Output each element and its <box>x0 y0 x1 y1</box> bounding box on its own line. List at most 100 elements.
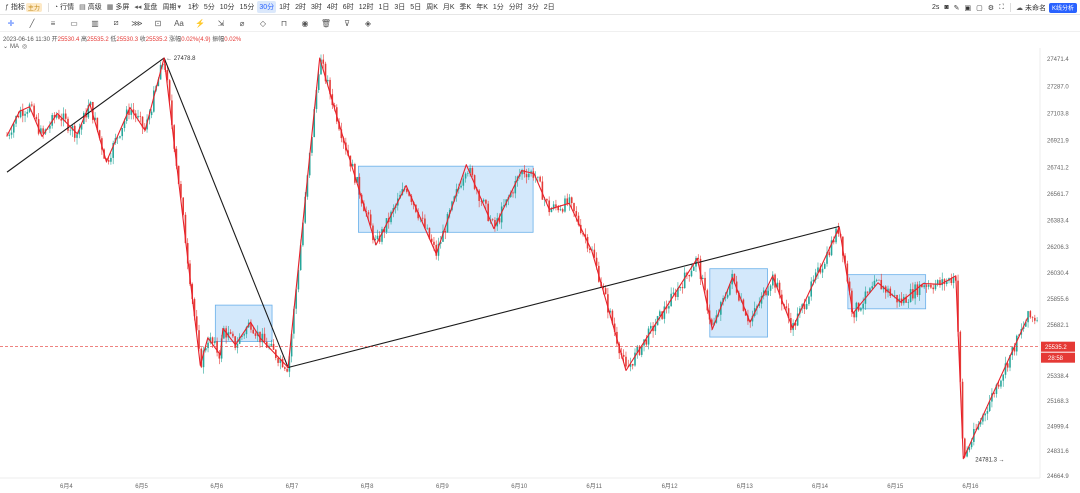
period-button[interactable]: 周期 ▾ <box>160 1 185 13</box>
period-14[interactable]: 周K <box>426 4 438 11</box>
kline-analysis-button[interactable]: K线分析 <box>1048 2 1077 13</box>
save-icon[interactable]: ▣ <box>964 4 972 12</box>
period-4[interactable]: 30分 <box>257 1 277 13</box>
candle-body <box>207 342 209 349</box>
period-9[interactable]: 6时 <box>342 4 354 11</box>
x-tick-label: 6月4 <box>60 483 73 490</box>
candle-body <box>914 284 916 299</box>
replay-button[interactable]: ◂◂ 复盘 <box>132 1 159 13</box>
candle-body <box>462 178 465 186</box>
eraser-icon[interactable]: ◇ <box>259 18 267 28</box>
multi-screen-icon: ▦ <box>106 4 114 11</box>
candle-body <box>177 165 180 184</box>
period-10[interactable]: 12时 <box>358 4 374 11</box>
period-12[interactable]: 3日 <box>394 4 406 11</box>
filter-icon[interactable]: ⊽ <box>344 18 350 28</box>
candle-body <box>198 330 200 349</box>
horizontal-line-icon[interactable]: ≡ <box>50 18 56 28</box>
period-21[interactable]: 2日 <box>543 4 555 11</box>
candle-body <box>139 115 142 117</box>
period-0[interactable]: 1秒 <box>187 4 199 11</box>
period-16[interactable]: 季K <box>459 4 472 11</box>
period-7[interactable]: 3时 <box>310 4 322 11</box>
candle-body <box>322 59 325 64</box>
candle-body <box>677 288 679 298</box>
period-2[interactable]: 10分 <box>219 4 235 11</box>
camera-icon[interactable]: ◙ <box>944 4 949 11</box>
period-20[interactable]: 3分 <box>527 4 539 11</box>
indicator-button[interactable]: ƒ 指标 主力 <box>3 1 44 13</box>
interval-label[interactable]: 2s <box>932 4 940 11</box>
eye-icon[interactable]: ◎ <box>22 44 28 50</box>
multi-screen-button[interactable]: ▦ 多屏 <box>105 1 132 13</box>
edit-icon[interactable]: ✎ <box>953 4 960 12</box>
candle-body <box>430 238 433 242</box>
candle-body <box>218 352 221 359</box>
crosshair-icon[interactable]: ✛ <box>7 18 15 28</box>
layers-icon[interactable]: ◈ <box>364 18 372 28</box>
text-icon[interactable]: Aa <box>174 18 184 28</box>
measure-icon[interactable]: ⇲ <box>217 18 225 28</box>
settings-icon[interactable]: ⚙ <box>987 4 995 12</box>
candle-body <box>650 325 652 329</box>
trendline-2 <box>287 225 840 369</box>
candle-body <box>860 308 862 311</box>
period-1[interactable]: 5分 <box>203 4 215 11</box>
candle-body <box>909 289 912 303</box>
candle-body <box>604 288 607 295</box>
candle-body <box>830 240 833 256</box>
period-8[interactable]: 4时 <box>326 4 338 11</box>
chat-button[interactable]: ◔ 行情 <box>52 1 76 13</box>
rectangle-icon[interactable]: ▭ <box>70 18 78 28</box>
period-15[interactable]: 月K <box>442 4 455 11</box>
countdown-label: 28:58 <box>1048 356 1064 362</box>
cloud-button[interactable]: ☁ 未命名 <box>1014 2 1048 14</box>
trash-icon[interactable]: 🗑 <box>320 18 332 28</box>
ohlc-legend: 2023-06-16 11:30 开25530.4 高25535.2 低2553… <box>3 34 241 43</box>
candle-body <box>351 164 354 167</box>
period-19[interactable]: 分时 <box>508 4 523 11</box>
period-6[interactable]: 2时 <box>295 4 306 11</box>
magnet-icon[interactable]: ⌀ <box>239 18 245 28</box>
fib-icon[interactable]: ⋙ <box>131 18 143 28</box>
period-3[interactable]: 15分 <box>239 4 255 11</box>
ma-indicator-row[interactable]: ⌄ MA ◎ <box>3 43 28 51</box>
candle-body <box>204 348 207 351</box>
candle-body <box>550 208 553 213</box>
candle-body <box>424 218 426 229</box>
period-18[interactable]: 1分 <box>492 4 504 11</box>
candle-body <box>959 331 962 382</box>
channel-icon[interactable]: ▥ <box>91 18 99 28</box>
collapse-icon[interactable]: ⌄ <box>3 44 9 50</box>
high-label: 高 <box>81 37 88 43</box>
advanced-label: 高级 <box>87 4 102 11</box>
pattern-icon[interactable]: ⧄ <box>113 18 119 27</box>
candle-body <box>887 288 889 293</box>
candle-body <box>175 148 178 166</box>
brush-icon[interactable]: ⚡ <box>195 18 205 28</box>
candle-body <box>647 328 650 345</box>
candle-body <box>297 270 300 290</box>
candle-body <box>281 358 284 368</box>
candle-body <box>446 213 449 233</box>
period-5[interactable]: 1时 <box>279 4 291 11</box>
candle-body <box>191 284 194 300</box>
eye-icon[interactable]: ◉ <box>301 18 309 28</box>
period-11[interactable]: 1日 <box>378 4 390 11</box>
candle-body <box>950 278 953 284</box>
candle-body <box>871 286 873 289</box>
candle-body <box>613 323 616 332</box>
line-icon[interactable]: ╱ <box>29 18 35 28</box>
lock-icon[interactable]: ⊓ <box>280 18 288 28</box>
fullscreen-icon[interactable]: ⛶ <box>999 3 1004 11</box>
candle-body <box>591 249 593 251</box>
candle-body <box>153 90 155 112</box>
period-17[interactable]: 年K <box>476 4 488 11</box>
advanced-button[interactable]: ▤ 高级 <box>77 1 104 13</box>
forecast-icon[interactable]: ⊡ <box>154 18 162 28</box>
candle-body <box>442 231 444 242</box>
candle-body <box>880 279 883 290</box>
expand-icon[interactable]: ▢ <box>976 4 983 12</box>
period-13[interactable]: 5日 <box>410 4 422 11</box>
